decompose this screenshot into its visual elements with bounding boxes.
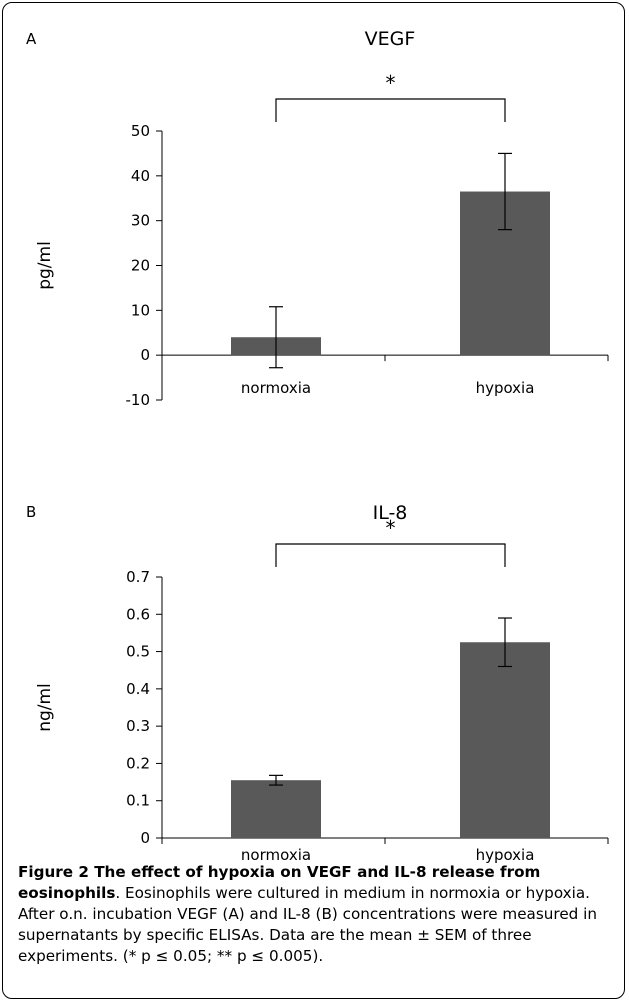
y-tick-label: 0 [140,829,150,847]
category-label-hypoxia: hypoxia [476,846,535,864]
figure-caption: Figure 2 The effect of hypoxia on VEGF a… [18,862,614,967]
y-tick-label: 0.7 [126,568,150,586]
y-tick-label: 0.3 [126,717,150,735]
caption-body: . Eosinophils were cultured in medium in… [18,884,597,965]
y-tick-label: 40 [131,167,150,185]
bar-normoxia [231,780,321,838]
y-tick-label: 0 [140,346,150,364]
y-tick-label: 20 [131,257,150,275]
vegf-y-axis-label: pg/ml [35,241,55,290]
category-label-normoxia: normoxia [241,379,311,397]
il8-bar-chart: 0 0.1 0.2 0.3 0.4 0.5 0.6 0.7 ng/ml normoxia hypox… [35,516,609,864]
y-tick-label: 0.1 [126,792,150,810]
y-tick-label: 0.5 [126,643,150,661]
vegf-bar-chart: -10 0 10 20 30 40 50 pg/ml normoxia hypoxia * [35,71,609,409]
significance-star: * [386,516,396,540]
significance-bracket [275,543,506,567]
y-tick-label: 10 [131,301,150,319]
panel-b-letter: B [26,503,37,521]
y-tick-label: 30 [131,212,150,230]
caption-title: Figure 2 The effect of hypoxia on VEGF a… [18,863,541,902]
y-tick-label: 0.2 [126,754,150,772]
y-tick-label: 0.6 [126,605,150,623]
panel-b-title: IL-8 [372,502,408,524]
y-tick-label: -10 [126,391,151,409]
panel-a-letter: A [26,30,37,48]
il8-y-axis-label: ng/ml [35,683,55,732]
y-tick-label: 0.4 [126,680,150,698]
significance-bracket [275,98,506,122]
category-label-hypoxia: hypoxia [476,379,535,397]
category-label-normoxia: normoxia [241,846,311,864]
significance-star: * [386,71,396,95]
y-tick-label: 50 [131,122,150,140]
bar-hypoxia [460,642,550,838]
panel-a-title: VEGF [364,28,416,50]
